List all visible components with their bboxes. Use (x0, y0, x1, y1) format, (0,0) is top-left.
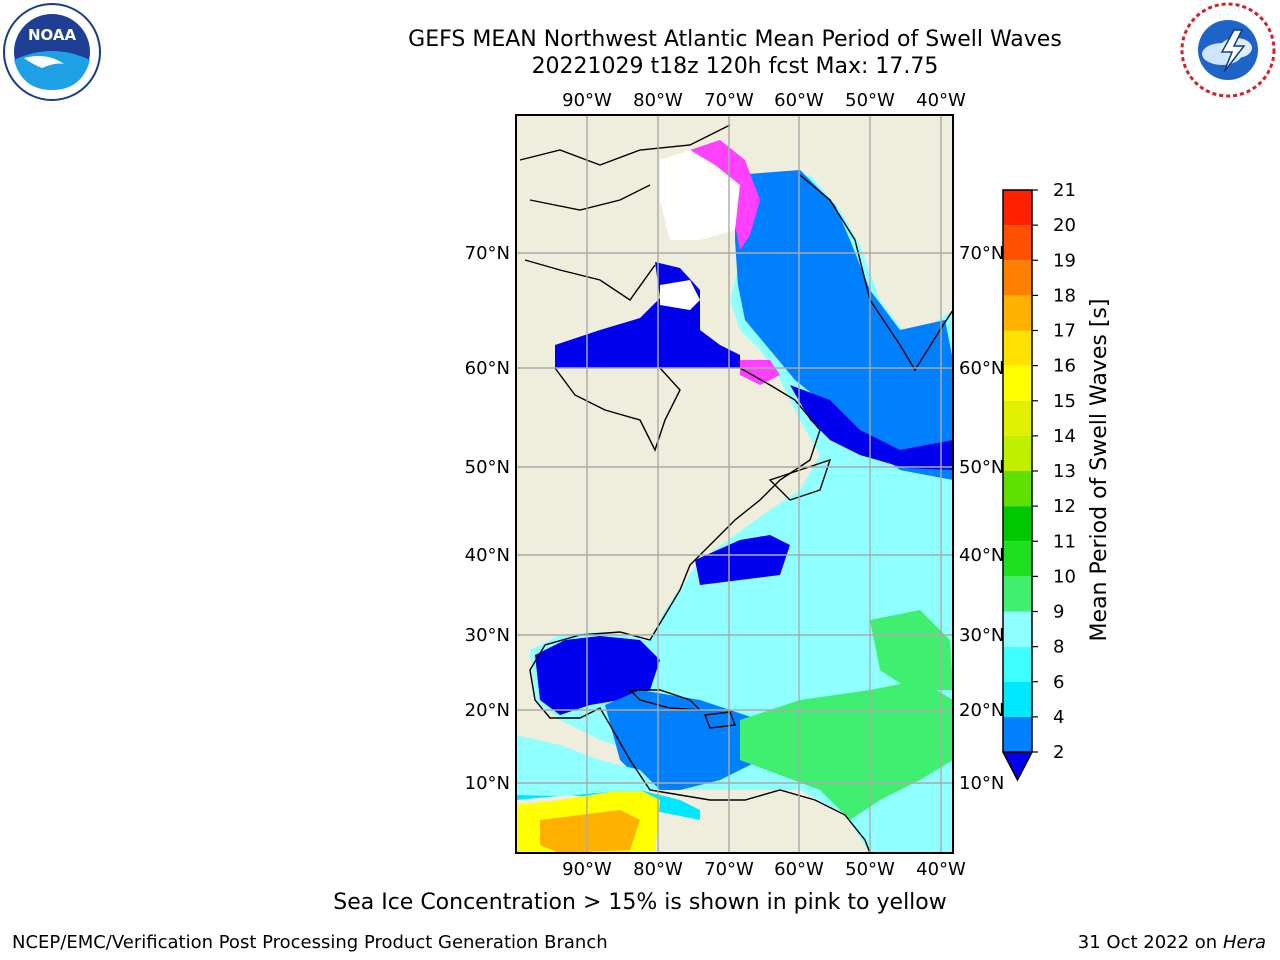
lon-label-top: 60°W (774, 90, 824, 111)
colorbar-segment (1003, 576, 1032, 612)
footer-date-text: 31 Oct 2022 on (1077, 932, 1223, 953)
colorbar-tick-label: 21 (1053, 180, 1076, 201)
colorbar-segment (1003, 681, 1032, 717)
colorbar-segment (1003, 435, 1032, 471)
arctic-islands-coastline (519, 124, 731, 301)
colorbar-under-arrow (1001, 751, 1034, 782)
lon-labels: 90°W 80°W 70°W 60°W 50°W 40°W 90°W 80°W … (562, 90, 966, 880)
colorbar-tick-label: 11 (1053, 531, 1076, 552)
lat-label-right: 60°N (959, 358, 1004, 379)
colorbar-segment (1003, 471, 1032, 507)
north-america-coastline (529, 367, 871, 854)
colorbar-segment (1003, 190, 1032, 226)
colorbar-tick-label: 6 (1053, 672, 1064, 693)
deep-blue-band-labrador (735, 170, 953, 480)
colorbar-tick-label: 2 (1053, 742, 1064, 763)
green-tropics-field (740, 680, 953, 820)
lon-label-top: 40°W (916, 90, 966, 111)
colorbar-tick-label: 14 (1053, 426, 1076, 447)
colorbar: 2 4 6 8 9 10 11 12 13 14 15 16 17 18 19 20 21 (1001, 180, 1076, 782)
lat-label-right: 50°N (959, 457, 1004, 478)
lon-label-top: 80°W (633, 90, 683, 111)
lat-label-left: 20°N (465, 700, 510, 721)
colorbar-segment (1003, 611, 1032, 647)
colorbar-segment (1003, 400, 1032, 436)
pacific-orange-field (540, 810, 640, 853)
lat-label-left: 40°N (465, 545, 510, 566)
colorbar-tick-label: 17 (1053, 321, 1076, 342)
dark-blue-band (790, 385, 953, 470)
colorbar-segment (1003, 330, 1032, 366)
lat-label-right: 40°N (959, 545, 1004, 566)
nws-logo (1180, 2, 1276, 98)
colorbar-segment (1003, 225, 1032, 261)
lat-label-left: 70°N (465, 243, 510, 264)
newfoundland-coastline (768, 458, 832, 501)
colorbar-tick-label: 9 (1053, 602, 1064, 623)
colorbar-segment (1003, 295, 1032, 331)
lat-label-left: 50°N (465, 457, 510, 478)
lon-label-bottom: 60°W (774, 859, 824, 880)
footer-host: Hera (1222, 932, 1266, 953)
lon-label-bottom: 40°W (916, 859, 966, 880)
green-central-field (870, 610, 953, 690)
colorbar-tick-label: 15 (1053, 391, 1076, 412)
caribbean-field (605, 690, 760, 790)
hudson-ice-white (660, 280, 700, 310)
colorbar-segment (1003, 716, 1032, 752)
colorbar-segment (1003, 365, 1032, 401)
colorbar-tick-label: 20 (1053, 215, 1076, 236)
colorbar-segment (1003, 541, 1032, 577)
colorbar-segment (1003, 506, 1032, 542)
map-title: GEFS MEAN Northwest Atlantic Mean Period… (408, 27, 1062, 52)
lat-label-left: 10°N (465, 773, 510, 794)
colorbar-segment (1003, 646, 1032, 682)
colorbar-tick-label: 10 (1053, 566, 1076, 587)
noaa-logo: NOAA (3, 3, 101, 101)
sea-ice-note: Sea Ice Concentration > 15% is shown in … (333, 890, 947, 915)
svg-text:NOAA: NOAA (28, 26, 77, 44)
sea-ice-edge (740, 360, 780, 385)
colorbar-tick-label: 4 (1053, 707, 1064, 728)
colorbar-tick-label: 19 (1053, 250, 1076, 271)
pacific-cyan-field (516, 735, 660, 796)
colorbar-tick-label: 8 (1053, 637, 1064, 658)
lon-label-bottom: 50°W (845, 859, 895, 880)
lon-label-top: 70°W (704, 90, 754, 111)
hispaniola-coastline (704, 711, 736, 729)
lon-label-bottom: 80°W (633, 859, 683, 880)
northeast-coast-field (695, 535, 790, 585)
lon-label-bottom: 70°W (704, 859, 754, 880)
colorbar-tick-label: 13 (1053, 461, 1076, 482)
map-subtitle: 20221029 t18z 120h fcst Max: 17.75 (531, 54, 939, 79)
greenland-coastline (799, 174, 954, 372)
lat-label-right: 20°N (959, 700, 1004, 721)
lon-label-bottom: 90°W (562, 859, 612, 880)
lat-label-right: 10°N (959, 773, 1004, 794)
lat-label-left: 30°N (465, 625, 510, 646)
colorbar-label: Mean Period of Swell Waves [s] (1087, 299, 1112, 642)
lon-label-top: 90°W (562, 90, 612, 111)
lon-label-top: 50°W (845, 90, 895, 111)
map-frame (515, 114, 954, 854)
lat-label-right: 30°N (959, 625, 1004, 646)
colorbar-tick-label: 12 (1053, 496, 1076, 517)
colorbar-tick-label: 16 (1053, 356, 1076, 377)
colorbar-tick-label: 18 (1053, 285, 1076, 306)
colorbar-segment (1003, 260, 1032, 296)
footer-date: 31 Oct 2022 on Hera (1078, 932, 1266, 953)
lat-labels: 70°N 60°N 50°N 40°N 30°N 20°N 10°N 70°N … (465, 243, 1005, 794)
sea-ice-white (660, 150, 740, 240)
footer-credit: NCEP/EMC/Verification Post Processing Pr… (12, 932, 608, 953)
lat-label-left: 60°N (465, 358, 510, 379)
graticule (516, 115, 953, 853)
lat-label-right: 70°N (959, 243, 1004, 264)
sea-ice-area (690, 140, 760, 250)
